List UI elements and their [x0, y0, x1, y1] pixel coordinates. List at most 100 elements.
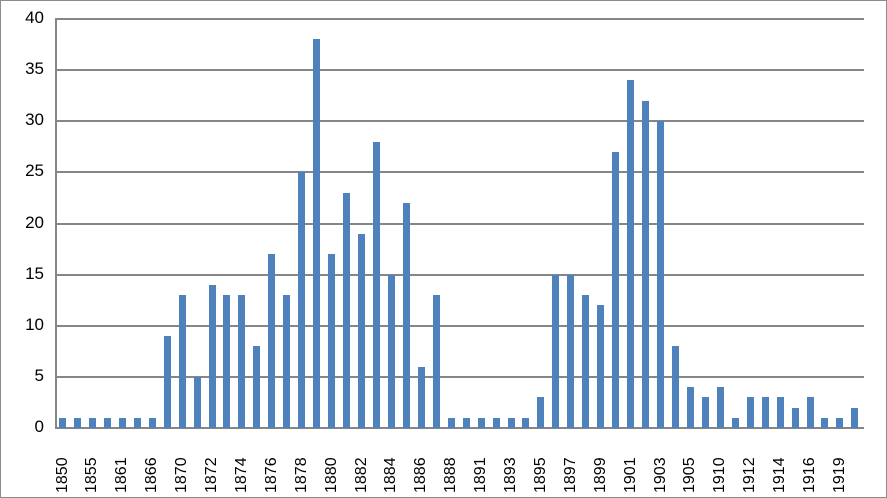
x-tick-label-text: 1914 — [771, 457, 789, 493]
bar — [148, 417, 156, 428]
gridline — [55, 273, 864, 276]
bar — [507, 417, 515, 428]
x-tick-label-text: 1878 — [292, 457, 310, 493]
x-tick-label-text: 1861 — [113, 457, 131, 493]
x-tick-label-text: 1874 — [232, 457, 250, 493]
bar — [821, 417, 829, 428]
bar — [522, 417, 530, 428]
x-tick-label-text: 1855 — [83, 457, 101, 493]
bar — [417, 366, 425, 428]
x-tick-label: 1912 — [741, 437, 760, 493]
gridline — [55, 375, 864, 378]
bar — [358, 233, 365, 428]
gridline — [55, 427, 864, 429]
bar — [612, 151, 620, 428]
x-tick-label: 1901 — [622, 437, 641, 493]
bar — [731, 417, 739, 428]
bar — [133, 417, 141, 428]
bar — [268, 254, 276, 428]
x-tick-label: 1914 — [771, 437, 790, 493]
x-tick-label-text: 1895 — [531, 457, 549, 493]
bar — [791, 407, 799, 428]
bar — [806, 397, 814, 428]
x-tick-label-text: 1905 — [681, 457, 699, 493]
x-tick-label: 1903 — [652, 437, 671, 493]
x-tick-label-text: 1872 — [203, 457, 220, 493]
bar — [761, 397, 769, 428]
x-tick-label: 1899 — [591, 437, 611, 493]
y-tick-label: 40 — [25, 8, 44, 27]
plot-area — [55, 18, 864, 429]
x-tick-label-text: 1882 — [352, 457, 370, 493]
bar — [163, 335, 171, 428]
bar — [582, 295, 590, 428]
x-tick-label: 1866 — [143, 437, 162, 493]
x-tick-label: 1897 — [561, 437, 581, 493]
gridline — [55, 69, 864, 72]
y-tick-label: 10 — [25, 314, 44, 334]
bar — [103, 417, 111, 428]
bar — [178, 295, 186, 428]
bar — [298, 172, 306, 428]
bar — [776, 397, 784, 428]
bar — [73, 417, 81, 428]
gridline — [55, 222, 864, 225]
bar — [642, 100, 650, 428]
x-tick-label: 1861 — [113, 437, 132, 493]
bar — [313, 39, 321, 428]
x-tick-label-text: 1876 — [262, 457, 280, 493]
x-tick-label-text: 1916 — [801, 457, 818, 493]
bar — [462, 417, 470, 428]
x-tick-label: 1872 — [203, 437, 222, 493]
bar — [208, 284, 216, 428]
x-tick-label-text: 1866 — [143, 457, 161, 493]
x-tick-label: 1880 — [323, 437, 342, 493]
bar — [328, 254, 336, 428]
y-tick-label: 25 — [25, 161, 44, 181]
bar — [671, 346, 679, 428]
bar — [283, 295, 291, 428]
x-tick-label: 1919 — [830, 437, 850, 493]
bar — [59, 417, 66, 428]
x-tick-label: 1895 — [531, 437, 551, 493]
bar — [627, 80, 635, 428]
y-tick-label: 35 — [25, 59, 44, 79]
bar — [851, 407, 859, 428]
x-tick-label-text: 1888 — [442, 457, 460, 493]
x-tick-label: 1884 — [382, 437, 401, 493]
x-tick-label: 1888 — [442, 437, 461, 493]
x-tick-label: 1874 — [232, 437, 252, 493]
x-tick-label: 1910 — [711, 437, 730, 493]
x-tick-label: 1893 — [502, 437, 521, 493]
bar — [701, 397, 709, 428]
x-tick-label-text: 1899 — [591, 457, 609, 493]
bar — [657, 121, 664, 428]
x-tick-label-text: 1910 — [711, 457, 729, 493]
gridline — [55, 120, 864, 123]
bar — [88, 417, 96, 428]
bar — [118, 417, 126, 428]
bar — [432, 295, 440, 428]
x-tick-label-text: 1912 — [741, 457, 759, 493]
bar — [686, 387, 694, 428]
y-tick-label: 0 — [34, 417, 44, 436]
x-tick-label-text: 1870 — [173, 457, 191, 493]
x-tick-label: 1855 — [83, 437, 102, 493]
x-tick-label: 1891 — [472, 437, 491, 493]
gridline — [55, 18, 864, 20]
bar — [238, 295, 246, 428]
x-tick-label-text: 1919 — [830, 457, 848, 493]
x-tick-label: 1878 — [292, 437, 312, 493]
y-tick-label: 15 — [25, 263, 44, 283]
bar — [746, 397, 754, 428]
bar — [223, 295, 231, 428]
x-tick-label: 1870 — [173, 437, 192, 493]
gridline — [55, 171, 864, 174]
bar — [193, 376, 201, 428]
gridline — [55, 324, 864, 327]
x-tick-label-text: 1897 — [561, 457, 579, 493]
bar — [253, 346, 261, 428]
bar — [716, 387, 724, 428]
x-tick-label: 1886 — [412, 437, 431, 493]
bar — [552, 274, 560, 428]
